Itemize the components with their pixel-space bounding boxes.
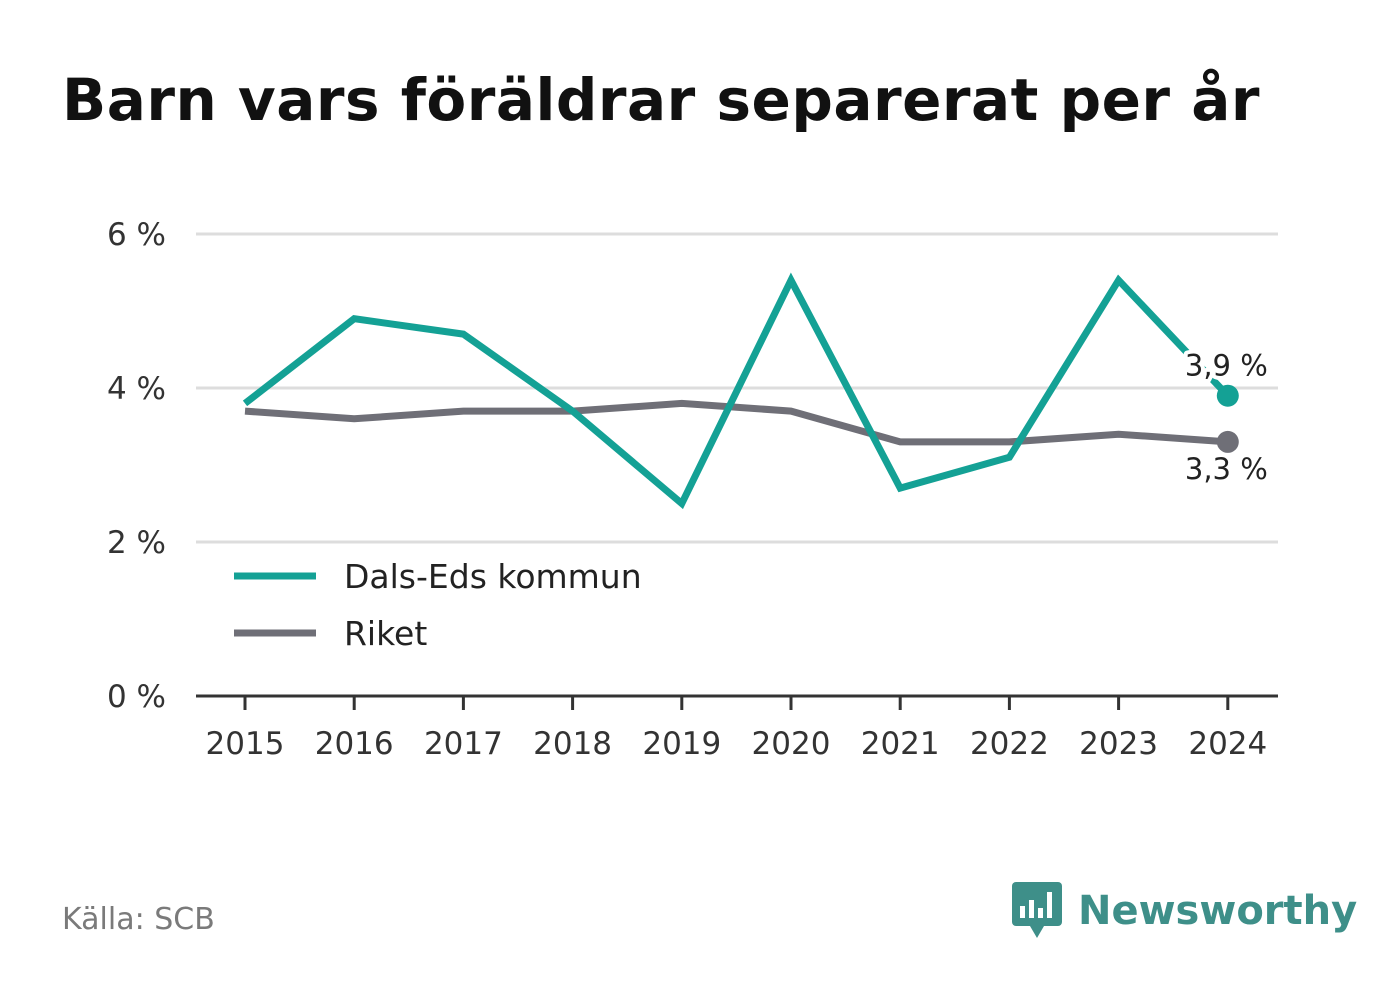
x-tick-label: 2016 — [315, 726, 394, 762]
x-tick-label: 2022 — [970, 726, 1049, 762]
x-tick-label: 2017 — [424, 726, 503, 762]
x-tick-label: 2018 — [533, 726, 612, 762]
legend-label: Riket — [344, 614, 427, 653]
y-tick-label: 2 % — [107, 525, 166, 561]
bar-chart-speech-bubble-icon — [1012, 882, 1062, 938]
x-tick-label: 2019 — [642, 726, 721, 762]
end-label-halo: 3,9 % — [1185, 349, 1268, 383]
x-tick-label: 2020 — [752, 726, 831, 762]
y-tick-label: 4 % — [107, 371, 166, 407]
legend: Dals-Eds kommun Riket — [226, 546, 666, 655]
legend-bg — [226, 603, 666, 655]
x-tick-label: 2015 — [206, 726, 285, 762]
brand-name: Newsworthy — [1078, 888, 1358, 934]
series-end-point — [1216, 384, 1239, 407]
end-value-label: 3,3 % — [1185, 452, 1268, 486]
brand-logo: Newsworthy — [1010, 880, 1357, 942]
legend-label: Dals-Eds kommun — [344, 557, 642, 596]
y-axis-ticks: 0 % 2 % 4 % 6 % — [107, 217, 166, 715]
end-label-halo: 3,3 % — [1185, 452, 1268, 486]
x-tick-label: 2024 — [1188, 726, 1267, 762]
x-axis-ticks: 2015 2016 2017 2018 2019 2020 2021 2022 2023 2024 — [206, 696, 1267, 762]
y-tick-label: 0 % — [107, 679, 166, 715]
y-tick-label: 6 % — [107, 217, 166, 253]
series-line-riket — [244, 399, 1229, 446]
end-value-label: 3,9 % — [1185, 349, 1268, 383]
legend-bg — [226, 546, 666, 598]
chart-title: Barn vars föräldrar separerat per år — [62, 66, 1260, 134]
source-label: Källa: SCB — [62, 902, 215, 937]
x-tick-label: 2023 — [1079, 726, 1158, 762]
series-end-point — [1216, 430, 1239, 453]
x-tick-label: 2021 — [861, 726, 940, 762]
series — [242, 272, 1239, 510]
end-labels: 3,9 %3,9 %3,3 %3,3 % — [1181, 345, 1272, 490]
series-line-dals-eds — [242, 272, 1231, 510]
